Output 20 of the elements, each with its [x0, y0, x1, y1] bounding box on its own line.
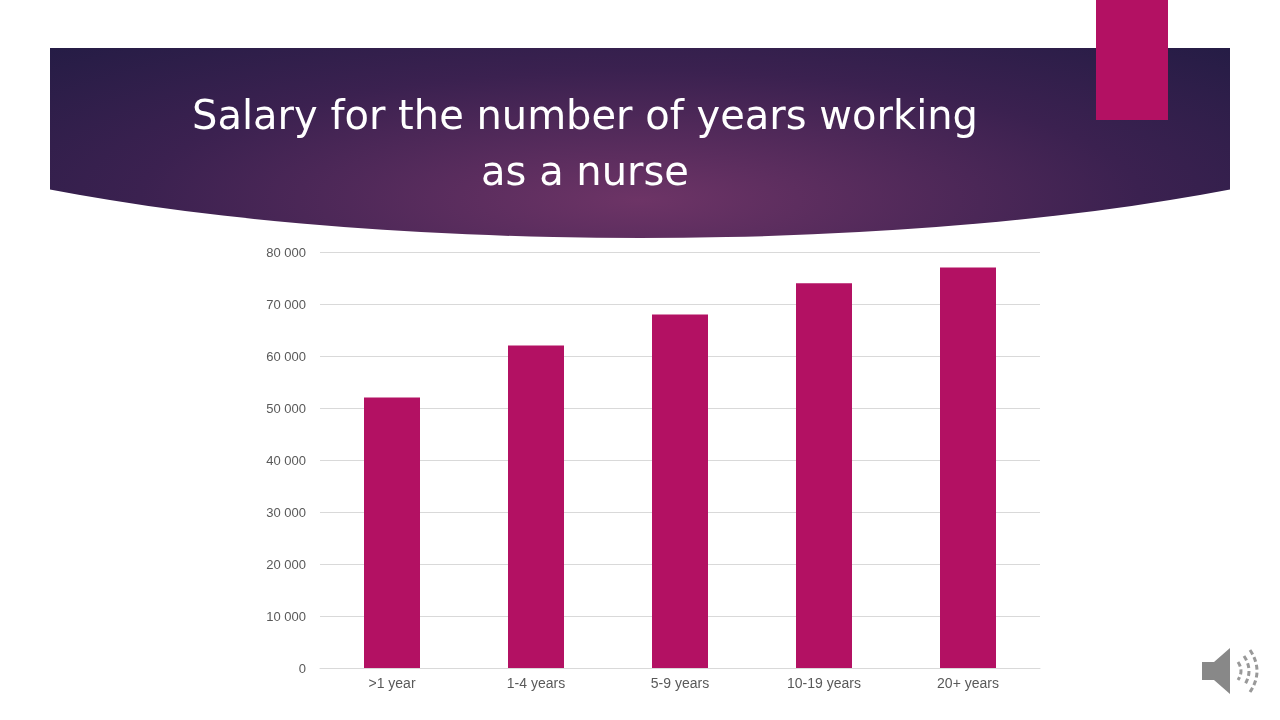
x-tick-label: 5-9 years [650, 675, 710, 691]
bar [364, 397, 420, 668]
y-tick-label: 20 000 [266, 556, 306, 572]
x-tick-label: 1-4 years [506, 675, 566, 691]
y-tick-label: 10 000 [266, 608, 306, 624]
bar [940, 267, 996, 668]
chart-title: Salary for the number of years working as a nurse [192, 92, 978, 194]
x-tick-label: 10-19 years [787, 675, 861, 691]
y-tick-label: 30 000 [266, 504, 306, 520]
bar [796, 283, 852, 668]
y-tick-label: 60 000 [266, 348, 306, 364]
bar [508, 345, 564, 668]
bar [652, 314, 708, 668]
y-tick-label: 0 [298, 660, 306, 676]
y-tick-label: 80 000 [266, 244, 306, 260]
y-tick-label: 40 000 [266, 452, 306, 468]
y-tick-label: 70 000 [266, 296, 306, 312]
x-tick-label: >1 year [368, 675, 416, 691]
x-tick-label: 20+ years [937, 675, 999, 691]
y-tick-label: 50 000 [266, 400, 306, 416]
